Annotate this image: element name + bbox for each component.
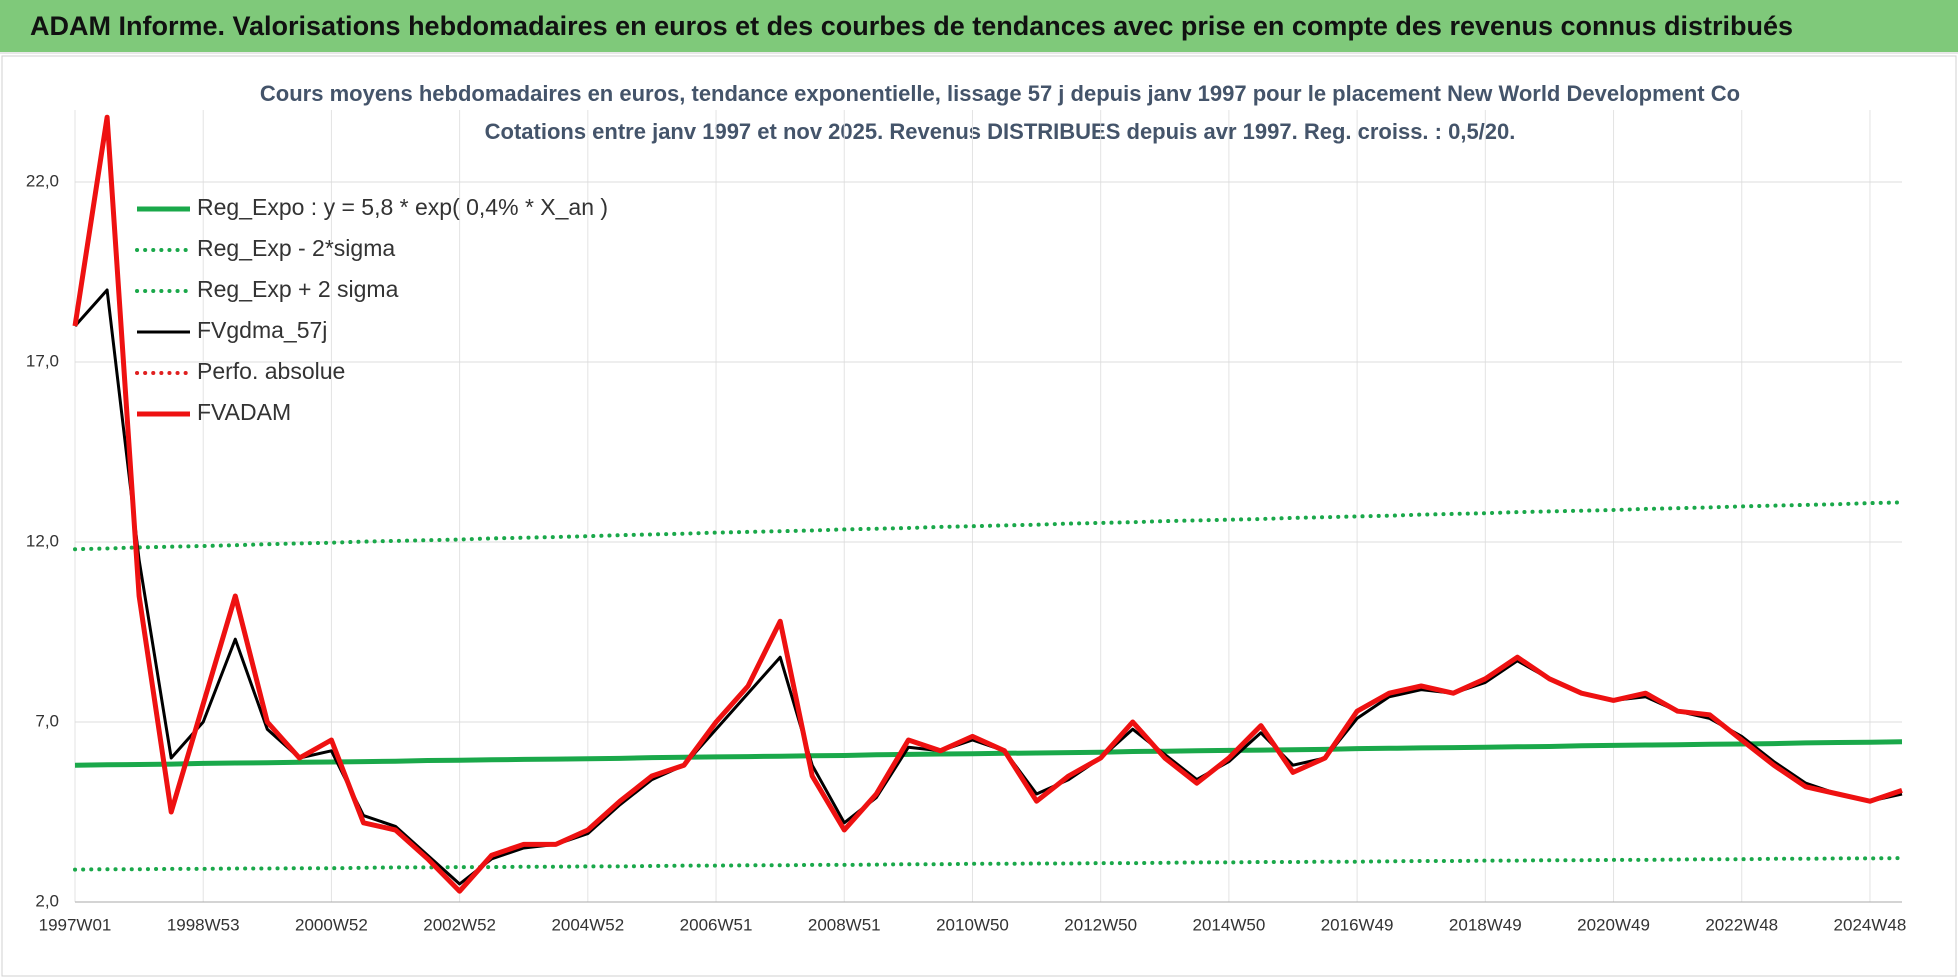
legend-label: Reg_Exp - 2*sigma <box>197 235 395 261</box>
x-tick-label: 2008W51 <box>808 915 881 934</box>
legend-label: Reg_Exp + 2 sigma <box>197 276 399 302</box>
chart-frame <box>1 55 1957 977</box>
series-line <box>72 114 1903 894</box>
legend-label: Reg_Expo : y = 5,8 * exp( 0,4% * X_an ) <box>197 194 608 220</box>
legend-label: Perfo. absolue <box>197 358 345 384</box>
header: ADAM Informe. Valorisations hebdomadaire… <box>0 0 1958 54</box>
chart: Cours moyens hebdomadaires en euros, ten… <box>1 55 1957 977</box>
x-tick-label: 2002W52 <box>423 915 496 934</box>
x-tick-label: 2012W50 <box>1064 915 1137 934</box>
y-tick-label: 17,0 <box>26 351 59 370</box>
x-tick-label: 2022W48 <box>1705 915 1778 934</box>
x-tick-label: 2006W51 <box>680 915 753 934</box>
x-tick-label: 2004W52 <box>551 915 624 934</box>
x-tick-label: 2018W49 <box>1449 915 1522 934</box>
y-tick-label: 22,0 <box>26 171 59 190</box>
chart-title: Cours moyens hebdomadaires en euros, ten… <box>260 81 1740 106</box>
x-tick-label: 1998W53 <box>167 915 240 934</box>
x-tick-label: 1997W01 <box>39 915 112 934</box>
x-tick-label: 2016W49 <box>1321 915 1394 934</box>
x-tick-label: 2000W52 <box>295 915 368 934</box>
legend-label: FVgdma_57j <box>197 317 327 343</box>
y-tick-label: 7,0 <box>35 711 59 730</box>
x-tick-label: 2014W50 <box>1193 915 1266 934</box>
legend-label: FVADAM <box>197 399 291 425</box>
y-tick-label: 2,0 <box>35 891 59 910</box>
x-tick-label: 2024W48 <box>1834 915 1907 934</box>
x-tick-label: 2020W49 <box>1577 915 1650 934</box>
series-line <box>73 500 1904 552</box>
series-line <box>73 856 1904 872</box>
chart-subtitle: Cotations entre janv 1997 et nov 2025. R… <box>485 119 1516 144</box>
x-tick-label: 2010W50 <box>936 915 1009 934</box>
series-line <box>74 739 1903 768</box>
y-tick-label: 12,0 <box>26 531 59 550</box>
header-title: ADAM Informe. Valorisations hebdomadaire… <box>30 11 1794 41</box>
